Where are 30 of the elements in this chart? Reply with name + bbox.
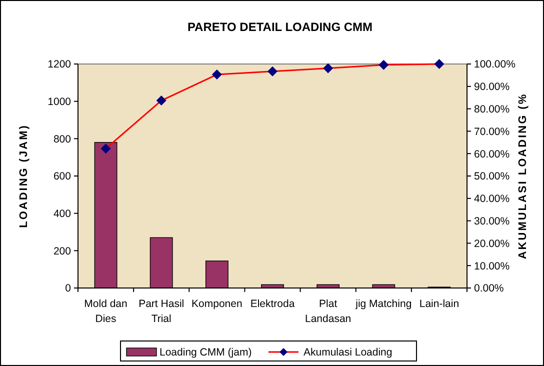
y2-tick-label: 80.00% xyxy=(474,103,510,116)
x-tick-label: Elektroda xyxy=(250,298,295,310)
y2-tick-label: 30.00% xyxy=(474,215,510,228)
legend-label: Loading CMM (jam) xyxy=(160,346,252,359)
y-axis-title: LOADING (JAM) xyxy=(18,124,30,228)
y2-tick-label: 0.00% xyxy=(474,282,504,295)
legend-label: Akumulasi Loading xyxy=(304,346,392,359)
y2-tick-label: 40.00% xyxy=(474,193,510,206)
y2-tick-label: 50.00% xyxy=(474,170,510,183)
y-tick-label: 800 xyxy=(53,133,72,146)
y2-tick-label: 90.00% xyxy=(474,81,510,94)
y-tick-label: 1200 xyxy=(48,58,72,71)
x-tick-label: Mold dan Dies xyxy=(84,298,128,325)
y2-tick-label: 70.00% xyxy=(474,126,510,138)
x-tick-label: jig Matching xyxy=(354,298,412,310)
y2-tick-label: 10.00% xyxy=(474,260,510,272)
y2-tick-label: 20.00% xyxy=(474,238,510,250)
y-tick-label: 600 xyxy=(53,170,72,183)
y2-axis-title: AKUMULASI LOADING (% xyxy=(517,92,529,260)
x-tick-label: Plat Landasan xyxy=(305,298,352,325)
x-tick-label: Part Hasil Trial xyxy=(138,298,184,325)
chart-title: PARETO DETAIL LOADING CMM xyxy=(187,20,373,34)
y2-tick-label: 60.00% xyxy=(474,148,510,160)
y-tick-label: 0 xyxy=(65,282,72,295)
y-tick-label: 1000 xyxy=(48,96,72,108)
x-tick-label: Komponen xyxy=(192,298,242,310)
x-tick-label: Lain-lain xyxy=(419,298,460,310)
y-tick-label: 400 xyxy=(53,208,72,220)
y2-tick-label: 100.00% xyxy=(474,58,516,71)
y-tick-label: 200 xyxy=(53,245,72,258)
